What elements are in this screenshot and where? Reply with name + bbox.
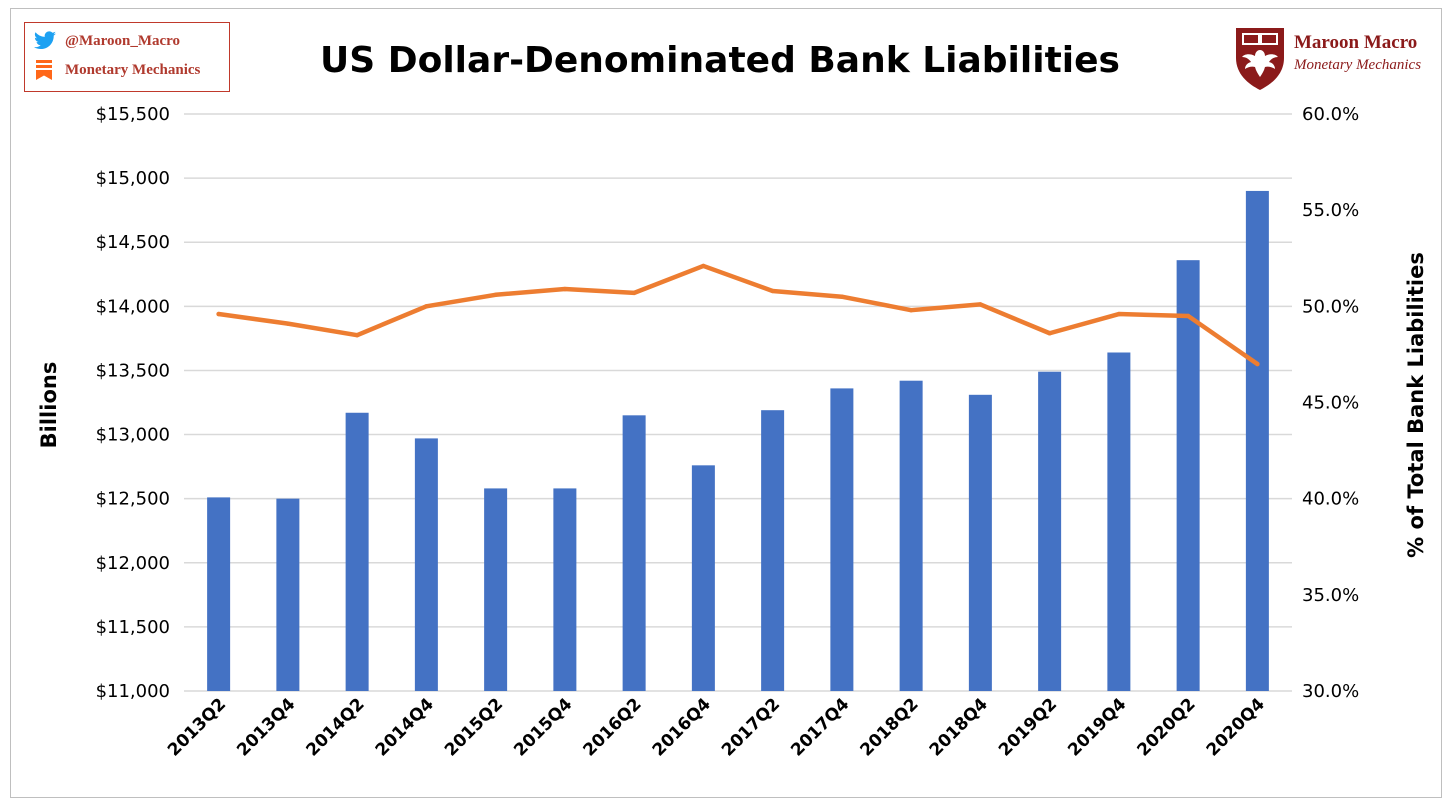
twitter-icon: [34, 31, 56, 50]
bar: [830, 388, 854, 691]
line-point: [978, 302, 983, 307]
bar: [414, 438, 438, 691]
left-axis-label: Billions: [37, 362, 61, 449]
line-point: [770, 288, 775, 294]
y2-tick-label: 35.0%: [1302, 585, 1359, 606]
y-tick-label: $14,500: [96, 232, 170, 253]
x-tick-label: 2017Q2: [718, 694, 784, 760]
bar: [968, 394, 992, 691]
y2-tick-label: 30.0%: [1302, 681, 1359, 702]
y-tick-label: $12,000: [96, 553, 170, 574]
brand-subtitle: Monetary Mechanics: [1294, 57, 1422, 73]
x-tick-label: 2014Q4: [372, 694, 438, 760]
x-tick-label: 2020Q4: [1203, 694, 1269, 760]
x-tick-label: 2015Q2: [441, 694, 507, 760]
bar: [553, 488, 577, 691]
y-tick-label: $15,000: [96, 168, 170, 189]
brand-name: Maroon Macro: [1294, 32, 1418, 53]
chart-frame: [10, 8, 1442, 798]
x-tick-label: 2020Q2: [1133, 694, 1199, 760]
left-axis-ticks: $11,000 $11,500 $12,000 $12,500 $13,000 $13,5…: [96, 104, 170, 702]
twitter-handle: @Maroon_Macro: [65, 32, 181, 49]
x-tick-label: 2018Q2: [856, 694, 922, 760]
y-tick-label: $15,500: [96, 104, 170, 125]
bar: [691, 465, 715, 691]
x-tick-label: 2013Q2: [164, 694, 230, 760]
substack-row[interactable]: Monetary Mechanics: [33, 59, 200, 81]
y-tick-label: $13,000: [96, 425, 170, 446]
x-tick-label: 2013Q4: [233, 694, 299, 760]
social-badge: @Maroon_Macro Monetary Mechanics: [24, 22, 230, 92]
y2-tick-label: 45.0%: [1302, 393, 1359, 414]
right-axis-label: % of Total Bank Liabilities: [1404, 252, 1428, 558]
bar: [276, 498, 300, 691]
crest-icon: [1236, 28, 1284, 90]
line-series: [216, 263, 1260, 367]
x-tick-label: 2019Q4: [1064, 694, 1130, 760]
substack-name: Monetary Mechanics: [65, 61, 201, 78]
line-point: [216, 311, 221, 317]
x-tick-label: 2016Q2: [579, 694, 645, 760]
bar: [345, 412, 369, 691]
line-point: [908, 307, 914, 313]
y-tick-label: $11,000: [96, 681, 170, 702]
y-tick-label: $12,500: [96, 489, 170, 510]
bar: [1038, 371, 1062, 691]
bar-series: [207, 190, 1269, 691]
line-point: [424, 304, 429, 309]
brand-logo: Maroon Macro Monetary Mechanics: [1232, 24, 1432, 94]
y2-tick-label: 50.0%: [1302, 296, 1359, 317]
bar: [1107, 352, 1131, 691]
line-point: [354, 332, 360, 338]
y2-tick-label: 60.0%: [1302, 104, 1359, 125]
line-point: [1255, 361, 1260, 367]
bar: [1245, 190, 1269, 691]
x-axis-ticks: 2013Q2 2013Q4 2014Q2 2014Q4 2015Q2 2015Q4 2016…: [164, 694, 1269, 760]
bar: [622, 415, 646, 691]
x-tick-label: 2018Q4: [926, 694, 992, 760]
line-point: [285, 321, 291, 326]
line-point: [631, 290, 637, 296]
y2-tick-label: 55.0%: [1302, 200, 1359, 221]
y-tick-label: $14,000: [96, 296, 170, 317]
y2-tick-label: 40.0%: [1302, 489, 1359, 510]
right-axis-ticks: 30.0% 35.0% 40.0% 45.0% 50.0% 55.0% 60.0%: [1302, 104, 1359, 702]
y-tick-label: $13,500: [96, 360, 170, 381]
line-point: [1116, 311, 1122, 317]
line-point: [493, 292, 498, 297]
x-tick-label: 2016Q4: [649, 694, 715, 760]
series-line: [216, 263, 1260, 367]
x-tick-label: 2017Q4: [787, 694, 853, 760]
bar: [761, 410, 785, 691]
bar: [484, 488, 508, 691]
substack-icon: [36, 60, 52, 80]
twitter-handle-row[interactable]: @Maroon_Macro: [33, 31, 180, 51]
bar: [899, 380, 923, 691]
line-point: [839, 294, 845, 299]
chart-title: US Dollar-Denominated Bank Liabilities: [320, 40, 1120, 81]
bar: [1176, 260, 1200, 691]
line-point: [701, 263, 706, 269]
x-tick-label: 2015Q4: [510, 694, 576, 760]
bar: [207, 497, 231, 691]
line-point: [1185, 313, 1191, 319]
y-tick-label: $11,500: [96, 617, 170, 638]
line-point: [1047, 331, 1052, 336]
line-point: [562, 286, 568, 292]
x-tick-label: 2019Q2: [995, 694, 1061, 760]
gridlines: [184, 113, 1292, 692]
x-tick-label: 2014Q2: [302, 694, 368, 760]
